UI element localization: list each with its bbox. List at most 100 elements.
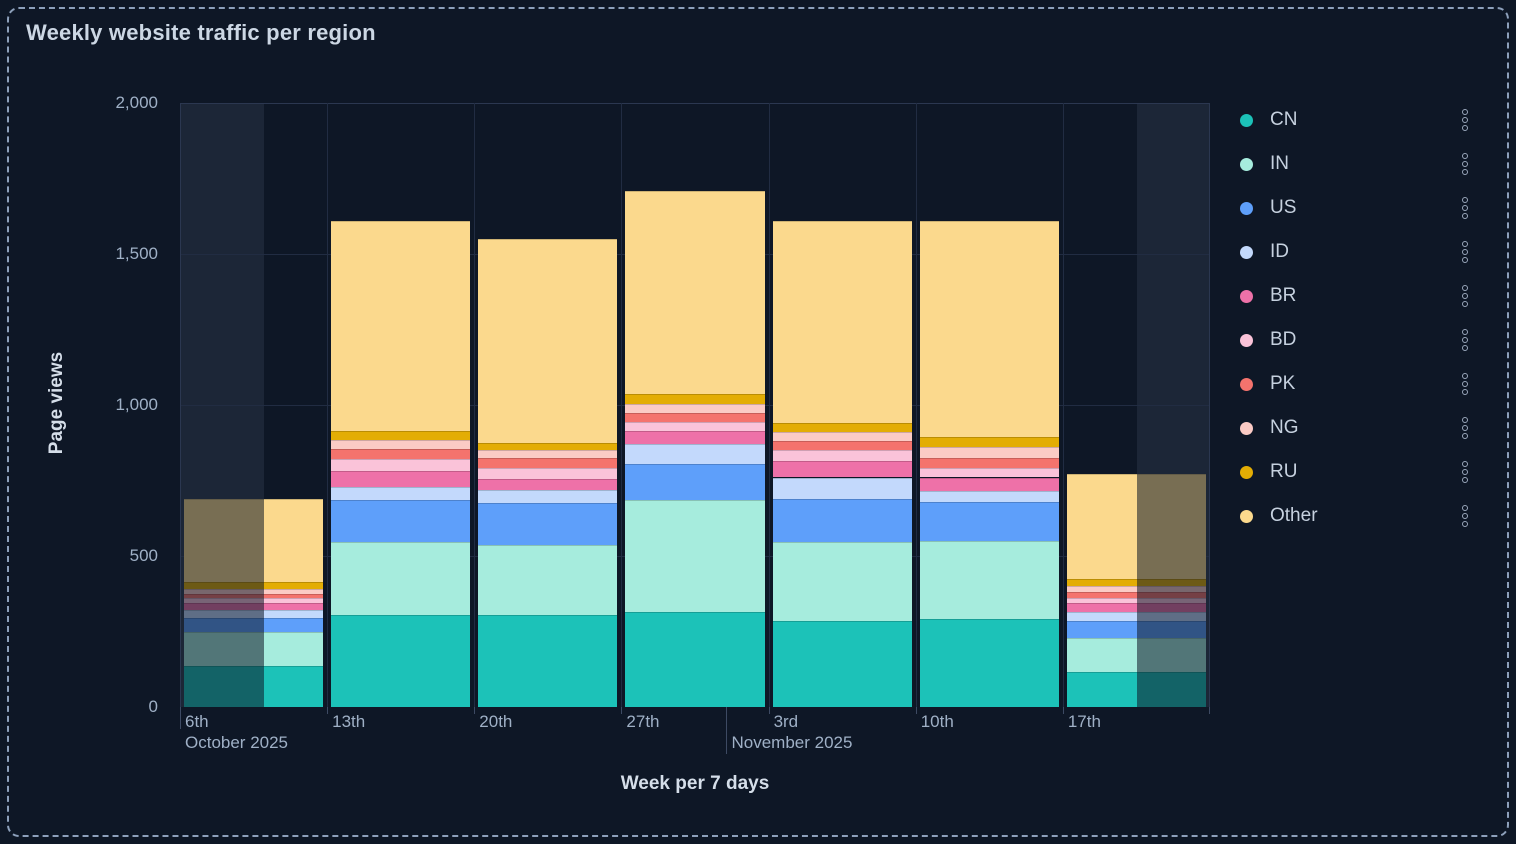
bar-segment-bd-13th[interactable]	[331, 459, 471, 472]
legend-label: RU	[1270, 461, 1298, 482]
bar-segment-br-3rd[interactable]	[772, 460, 912, 478]
bar-segment-br-10th[interactable]	[919, 477, 1059, 492]
bar-segment-bd-20th[interactable]	[478, 468, 618, 479]
kebab-menu-icon[interactable]	[1460, 414, 1470, 443]
bar-segment-id-13th[interactable]	[331, 486, 471, 501]
bar-segment-ng-13th[interactable]	[331, 439, 471, 449]
legend-label: CN	[1270, 109, 1298, 130]
gridline-vertical	[1062, 103, 1064, 707]
legend-item-us[interactable]: US	[1240, 195, 1470, 221]
bar-segment-us-13th[interactable]	[331, 500, 471, 543]
bar-segment-other-20th[interactable]	[478, 238, 618, 443]
bar-segment-pk-17th[interactable]	[1066, 592, 1206, 599]
kebab-menu-icon[interactable]	[1460, 238, 1470, 267]
bar-segment-pk-20th[interactable]	[478, 457, 618, 469]
bar-week-20th	[478, 238, 618, 707]
kebab-menu-icon[interactable]	[1460, 150, 1470, 179]
bar-segment-cn-13th[interactable]	[331, 614, 471, 707]
kebab-menu-icon[interactable]	[1460, 194, 1470, 223]
bar-segment-ru-10th[interactable]	[919, 436, 1059, 448]
bar-segment-us-10th[interactable]	[919, 501, 1059, 541]
bar-segment-br-17th[interactable]	[1066, 602, 1206, 612]
bar-segment-other-13th[interactable]	[331, 220, 471, 431]
bar-segment-id-17th[interactable]	[1066, 611, 1206, 621]
bar-segment-other-27th[interactable]	[625, 190, 765, 395]
legend-item-cn[interactable]: CN	[1240, 107, 1470, 133]
legend-color-dot[interactable]	[1240, 113, 1253, 127]
legend-color-dot[interactable]	[1240, 509, 1253, 523]
bar-segment-pk-10th[interactable]	[919, 457, 1059, 469]
month-label: October 2025	[185, 733, 289, 752]
x-tick-label: 6th	[185, 712, 209, 731]
bar-segment-us-20th[interactable]	[478, 503, 618, 546]
bar-segment-id-3rd[interactable]	[772, 477, 912, 499]
bar-segment-bd-17th[interactable]	[1066, 598, 1206, 603]
y-tick-label: 2,000	[115, 93, 158, 112]
bar-segment-ng-10th[interactable]	[919, 447, 1059, 458]
dimmed-bar-overlay	[1137, 474, 1206, 707]
bar-segment-ru-3rd[interactable]	[772, 423, 912, 433]
legend-color-dot[interactable]	[1240, 201, 1253, 215]
bar-segment-bd-3rd[interactable]	[772, 450, 912, 461]
bar-segment-ru-27th[interactable]	[625, 394, 765, 404]
bar-segment-ng-17th[interactable]	[1066, 586, 1206, 593]
bar-segment-ru-13th[interactable]	[331, 430, 471, 440]
legend-color-dot[interactable]	[1240, 157, 1253, 171]
legend-label: BR	[1270, 285, 1297, 306]
bar-segment-ng-3rd[interactable]	[772, 432, 912, 442]
legend-color-dot[interactable]	[1240, 377, 1253, 391]
bar-segment-br-27th[interactable]	[625, 430, 765, 445]
kebab-menu-icon[interactable]	[1460, 458, 1470, 487]
legend-label: ID	[1270, 241, 1289, 262]
legend-color-dot[interactable]	[1240, 245, 1253, 259]
bar-segment-ng-27th[interactable]	[625, 403, 765, 413]
x-tick-label: 17th	[1067, 712, 1101, 731]
bar-segment-ru-20th[interactable]	[478, 442, 618, 451]
bar-segment-in-27th[interactable]	[625, 500, 765, 612]
bar-segment-other-3rd[interactable]	[772, 220, 912, 424]
legend-item-br[interactable]: BR	[1240, 283, 1470, 309]
legend-item-id[interactable]: ID	[1240, 239, 1470, 265]
kebab-menu-icon[interactable]	[1460, 282, 1470, 311]
bar-segment-pk-13th[interactable]	[331, 448, 471, 460]
bar-segment-cn-27th[interactable]	[625, 611, 765, 707]
bar-segment-id-27th[interactable]	[625, 444, 765, 464]
bar-segment-other-10th[interactable]	[919, 220, 1059, 437]
x-axis-title: Week per 7 days	[620, 773, 770, 794]
panel-title: Weekly website traffic per region	[26, 20, 376, 45]
bar-segment-in-13th[interactable]	[331, 542, 471, 615]
bar-segment-in-10th[interactable]	[919, 540, 1059, 620]
kebab-menu-icon[interactable]	[1460, 370, 1470, 399]
bar-segment-us-3rd[interactable]	[772, 498, 912, 543]
bar-segment-bd-27th[interactable]	[625, 421, 765, 431]
bar-segment-ru-17th[interactable]	[1066, 578, 1206, 587]
bar-segment-in-20th[interactable]	[478, 545, 618, 615]
legend-color-dot[interactable]	[1240, 465, 1253, 479]
legend-item-bd[interactable]: BD	[1240, 327, 1470, 353]
bar-segment-ng-20th[interactable]	[478, 450, 618, 458]
legend-color-dot[interactable]	[1240, 421, 1253, 435]
kebab-menu-icon[interactable]	[1460, 326, 1470, 355]
bar-segment-br-20th[interactable]	[478, 479, 618, 490]
legend-item-in[interactable]: IN	[1240, 151, 1470, 177]
legend-item-pk[interactable]: PK	[1240, 371, 1470, 397]
bar-segment-br-13th[interactable]	[331, 471, 471, 487]
bar-segment-bd-10th[interactable]	[919, 468, 1059, 478]
legend-item-ng[interactable]: NG	[1240, 415, 1470, 441]
kebab-menu-icon[interactable]	[1460, 502, 1470, 531]
bar-segment-id-10th[interactable]	[919, 491, 1059, 502]
bar-segment-pk-3rd[interactable]	[772, 441, 912, 451]
legend-label: PK	[1270, 373, 1296, 394]
legend-item-ru[interactable]: RU	[1240, 459, 1470, 485]
bar-segment-id-20th[interactable]	[478, 489, 618, 504]
legend-color-dot[interactable]	[1240, 289, 1253, 303]
legend-item-other[interactable]: Other	[1240, 503, 1470, 529]
bar-segment-cn-3rd[interactable]	[772, 620, 912, 707]
kebab-menu-icon[interactable]	[1460, 106, 1470, 135]
legend-color-dot[interactable]	[1240, 333, 1253, 347]
bar-segment-cn-10th[interactable]	[919, 619, 1059, 707]
bar-segment-in-3rd[interactable]	[772, 542, 912, 621]
bar-segment-us-27th[interactable]	[625, 463, 765, 501]
bar-segment-pk-27th[interactable]	[625, 412, 765, 422]
bar-segment-cn-20th[interactable]	[478, 614, 618, 707]
